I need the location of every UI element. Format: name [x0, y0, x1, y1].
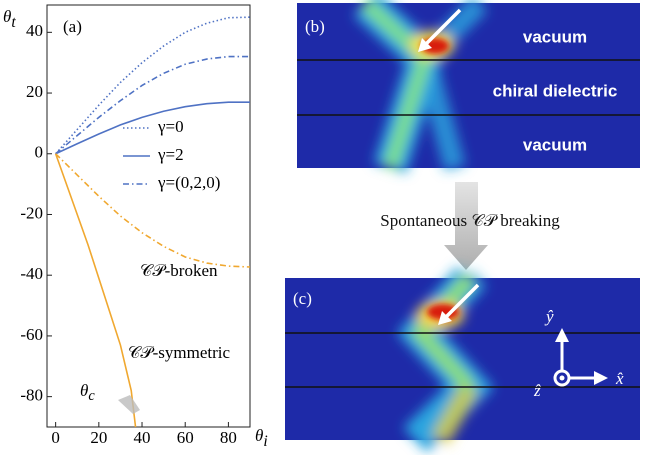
- panel-label: (c): [293, 289, 312, 308]
- x-axis-label-sub: i: [263, 433, 267, 450]
- critical-angle-label: θc: [80, 381, 95, 404]
- layer-label: vacuum: [523, 27, 587, 46]
- series-line: [56, 154, 250, 267]
- x-tick-label: 80: [220, 428, 237, 447]
- axis-symbol: x̂: [615, 369, 624, 388]
- figure: 40200-20-40-60-80020406080θtθi(a)γ=0γ=2γ…: [0, 0, 651, 455]
- x-tick-label: 60: [177, 428, 194, 447]
- panel-label: (b): [305, 17, 325, 36]
- axis-symbol: ẑ: [533, 381, 541, 400]
- critical-arrow: [118, 395, 140, 414]
- layer-label: vacuum: [523, 135, 587, 154]
- series-line: [56, 154, 136, 427]
- legend-label: γ=2: [157, 145, 184, 164]
- annotation: 𝒞𝒫-broken: [140, 261, 218, 280]
- x-axis-label: θi: [255, 426, 268, 450]
- x-axis-label-main: θ: [255, 426, 263, 445]
- critical-angle-label-sub: c: [88, 388, 95, 404]
- caption: Spontaneous 𝒞𝒫 breaking: [380, 211, 560, 230]
- series-line: [56, 102, 250, 154]
- y-axis-label: θt: [3, 7, 16, 31]
- x-tick-label: 40: [134, 428, 151, 447]
- annotation: 𝒞𝒫-symmetric: [128, 343, 231, 362]
- panel-c: (c) ŷ x̂ ẑ: [285, 278, 640, 440]
- layer-label: chiral dielectric: [493, 81, 618, 100]
- series-line: [56, 17, 250, 154]
- y-tick-label: 40: [26, 21, 43, 40]
- x-tick-label: 20: [90, 428, 107, 447]
- axis-symbol: ŷ: [544, 307, 554, 326]
- critical-angle-label-main: θ: [80, 381, 88, 400]
- legend-label: γ=(0,2,0): [157, 173, 220, 192]
- panel-label: (a): [63, 17, 82, 36]
- y-tick-label: -40: [20, 264, 43, 283]
- y-tick-label: 20: [26, 82, 43, 101]
- series-line: [56, 57, 250, 154]
- y-tick-label: -80: [20, 386, 43, 405]
- y-axis-label-sub: t: [11, 14, 16, 31]
- legend-label: γ=0: [157, 117, 184, 136]
- y-tick-label: -20: [20, 203, 43, 222]
- y-tick-label: 0: [35, 143, 44, 162]
- y-tick-label: -60: [20, 325, 43, 344]
- panel-b: (b) vacuum chiral dielectric vacuum: [297, 3, 640, 168]
- x-tick-label: 0: [51, 428, 60, 447]
- y-axis-label-main: θ: [3, 7, 11, 26]
